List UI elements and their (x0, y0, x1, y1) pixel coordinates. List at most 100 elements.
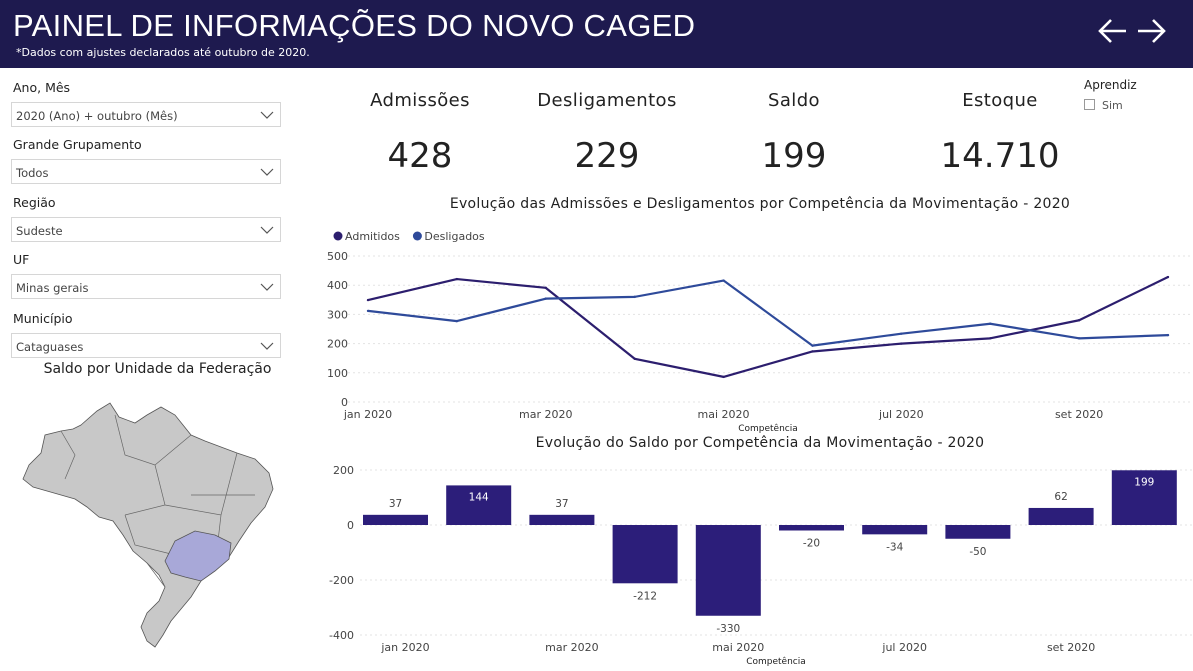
data-point (900, 332, 903, 335)
x-tick-label: jan 2020 (380, 641, 429, 654)
bar (363, 514, 428, 525)
bar (862, 525, 928, 535)
dropdown-regiao-value: Sudeste (16, 224, 63, 238)
data-point (989, 322, 992, 325)
legend-label: Admitidos (345, 230, 400, 243)
map-region-brazil[interactable] (22, 402, 274, 648)
data-label: -50 (969, 546, 986, 558)
filter-label-grupamento: Grande Grupamento (13, 137, 142, 152)
map-title: Saldo por Unidade da Federação (43, 361, 272, 377)
x-tick-label: set 2020 (1047, 641, 1095, 654)
aprendiz-checkbox[interactable] (1084, 99, 1095, 110)
bar-chart[interactable]: 200 0 -200 -400 37 144 37 -212 -330 -20 -34 -50 62 19… (320, 455, 1193, 669)
data-point (811, 344, 814, 347)
aprendiz-title: Aprendiz (1084, 78, 1137, 92)
line-chart[interactable]: 0 100 200 300 400 500 jan 2020 mar 2020 mai 2020… (320, 225, 1193, 437)
x-tick-label: mai 2020 (698, 408, 750, 421)
y-tick-label: -400 (329, 629, 354, 642)
data-point (722, 375, 725, 379)
data-point (722, 279, 725, 282)
data-point (455, 319, 459, 323)
data-label: 37 (555, 498, 568, 510)
dropdown-municipio[interactable]: Cataguases (11, 333, 281, 358)
data-point (366, 298, 370, 302)
page-title: PAINEL DE INFORMAÇÕES DO NOVO CAGED (13, 8, 696, 43)
y-tick-label: 300 (327, 308, 348, 321)
kpi-admissoes-value: 428 (387, 136, 453, 176)
chevron-down-icon (260, 342, 274, 350)
x-axis-label: Competência (738, 423, 798, 434)
legend-marker (333, 231, 343, 241)
bar (1111, 470, 1177, 525)
data-point (455, 277, 459, 281)
data-label: -34 (886, 541, 903, 553)
data-point (1077, 319, 1081, 322)
data-label: 37 (389, 498, 402, 510)
x-tick-label: jan 2020 (343, 408, 392, 421)
legend-marker (412, 231, 422, 241)
data-label: 144 (469, 491, 489, 503)
kpi-saldo-value: 199 (761, 136, 827, 176)
bar (529, 514, 595, 525)
dropdown-uf[interactable]: Minas gerais (11, 274, 281, 299)
dropdown-regiao[interactable]: Sudeste (11, 217, 281, 242)
bar (695, 525, 761, 616)
data-point (1166, 333, 1170, 337)
data-point (544, 286, 547, 290)
series-line-admitidos (367, 276, 1169, 378)
data-label: -330 (716, 623, 740, 635)
bar (1028, 507, 1094, 525)
bar (945, 525, 1011, 539)
x-tick-label: mar 2020 (545, 641, 598, 654)
bar (612, 525, 678, 584)
kpi-estoque-label: Estoque (962, 90, 1038, 111)
arrow-right-icon[interactable] (1134, 14, 1168, 48)
aprendiz-option-label: Sim (1102, 99, 1123, 112)
data-label: -20 (803, 538, 820, 550)
dropdown-municipio-value: Cataguases (16, 340, 84, 354)
kpi-saldo-label: Saldo (768, 90, 820, 111)
chevron-down-icon (260, 226, 274, 234)
y-tick-label: 0 (347, 519, 354, 532)
y-tick-label: 100 (327, 367, 348, 380)
x-tick-label: set 2020 (1055, 408, 1103, 421)
data-point (366, 309, 370, 313)
data-label: -212 (633, 590, 657, 602)
data-point (900, 342, 903, 345)
x-tick-label: mar 2020 (519, 408, 572, 421)
bar (446, 485, 512, 525)
bar (779, 525, 844, 531)
kpi-admissoes-label: Admissões (370, 90, 470, 111)
dropdown-ano-mes[interactable]: 2020 (Ano) + outubro (Mês) (11, 102, 281, 127)
x-tick-label: jul 2020 (878, 408, 924, 421)
filter-label-regiao: Região (13, 195, 56, 210)
line-chart-title: Evolução das Admissões e Desligamentos p… (449, 196, 1071, 212)
chevron-down-icon (260, 168, 274, 176)
series-line-desligados (367, 279, 1169, 347)
page-subtitle: *Dados com ajustes declarados até outubr… (16, 46, 310, 59)
arrow-left-icon[interactable] (1096, 14, 1130, 48)
dropdown-grupamento[interactable]: Todos (11, 159, 281, 184)
dropdown-grupamento-value: Todos (16, 166, 49, 180)
data-point (989, 337, 992, 340)
map-region-minas-gerais[interactable] (164, 530, 232, 582)
data-point (1166, 275, 1170, 279)
y-tick-label: 400 (327, 279, 348, 292)
brazil-map[interactable] (15, 395, 280, 655)
data-label: 199 (1134, 476, 1154, 488)
data-point (633, 295, 636, 299)
kpi-desligamentos-label: Desligamentos (537, 90, 677, 111)
x-axis-label: Competência (746, 656, 806, 667)
bar-chart-title: Evolução do Saldo por Competência da Mov… (535, 435, 985, 451)
data-point (811, 350, 814, 353)
kpi-desligamentos-value: 229 (574, 136, 640, 176)
dropdown-uf-value: Minas gerais (16, 281, 89, 295)
chevron-down-icon (260, 283, 274, 291)
data-point (544, 297, 547, 300)
y-tick-label: 0 (341, 396, 348, 409)
kpi-estoque-value: 14.710 (940, 136, 1060, 176)
filter-label-ano-mes: Ano, Mês (13, 80, 71, 95)
header-bar: PAINEL DE INFORMAÇÕES DO NOVO CAGED *Dad… (0, 0, 1193, 68)
legend-label: Desligados (424, 230, 485, 243)
x-tick-label: jul 2020 (881, 641, 927, 654)
